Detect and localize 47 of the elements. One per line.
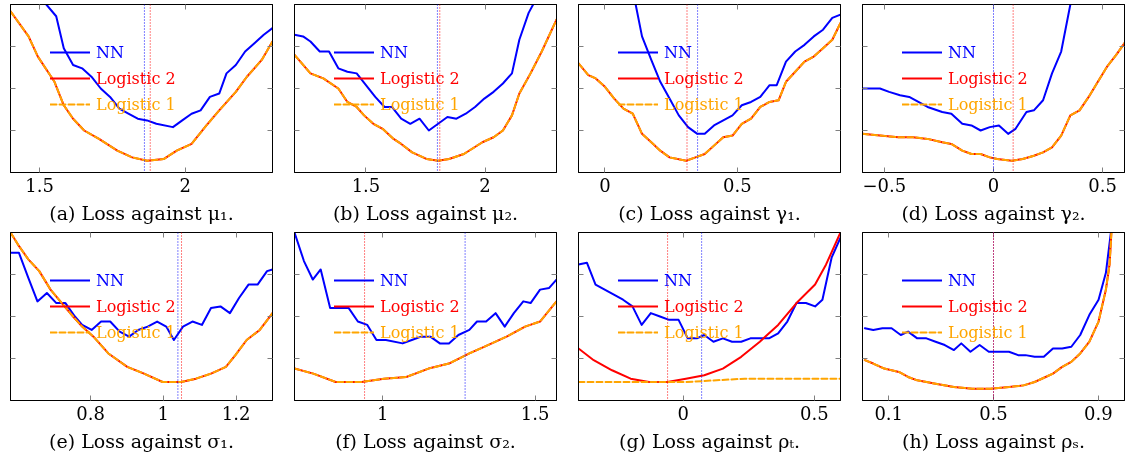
text: (b) Loss against μ₂. bbox=[332, 201, 519, 224]
x-tick-label: 2 bbox=[479, 174, 491, 196]
x-tick-label: 0.5 bbox=[1088, 174, 1117, 196]
x-tick-label: 0.1 bbox=[874, 402, 904, 424]
legend-label: Logistic 2 bbox=[380, 68, 460, 88]
x-tick-label: 1.5 bbox=[520, 402, 550, 424]
x-tick-label: 0.5 bbox=[722, 174, 752, 196]
legend-label: Logistic 1 bbox=[948, 322, 1028, 342]
legend-label: NN bbox=[948, 42, 976, 62]
x-tick-label: 2 bbox=[179, 174, 191, 196]
legend-label: NN bbox=[380, 270, 408, 290]
legend-label: Logistic 2 bbox=[380, 296, 460, 316]
legend-label: Logistic 1 bbox=[380, 322, 460, 342]
x-tick-label: 0.5 bbox=[979, 402, 1008, 424]
x-tick-label: 1 bbox=[377, 402, 389, 424]
x-tick-label: 0 bbox=[599, 174, 611, 196]
x-tick-label: −0.5 bbox=[862, 174, 907, 196]
x-tick-label: 0.5 bbox=[799, 402, 829, 424]
x-tick-label: 0.8 bbox=[76, 402, 105, 424]
text: (c) Loss against γ₁. bbox=[618, 201, 801, 224]
legend-label: NN bbox=[96, 270, 124, 290]
legend-label: Logistic 2 bbox=[96, 296, 176, 316]
text: (d) Loss against γ₂. bbox=[901, 201, 1086, 224]
text: (e) Loss against σ₁. bbox=[49, 429, 234, 452]
text: (f) Loss against σ₂. bbox=[335, 429, 516, 452]
legend-label: Logistic 2 bbox=[664, 68, 744, 88]
legend-label: NN bbox=[664, 270, 692, 290]
legend-label: Logistic 2 bbox=[96, 68, 176, 88]
text: (g) Loss against ρₜ. bbox=[618, 429, 801, 452]
legend-label: NN bbox=[380, 42, 408, 62]
legend-label: Logistic 1 bbox=[948, 94, 1028, 114]
legend-label: Logistic 1 bbox=[380, 94, 460, 114]
x-tick-label: 0 bbox=[677, 402, 690, 424]
x-tick-label: 1 bbox=[157, 402, 170, 424]
x-tick-label: 0.9 bbox=[1083, 402, 1113, 424]
text: (h) Loss against ρₛ. bbox=[902, 429, 1085, 452]
x-tick-label: 1.5 bbox=[25, 174, 54, 196]
legend-label: Logistic 2 bbox=[948, 68, 1028, 88]
x-tick-label: 1.5 bbox=[351, 174, 381, 196]
x-tick-label: 0 bbox=[987, 174, 1000, 196]
x-tick-label: 1.2 bbox=[221, 402, 251, 424]
legend-label: NN bbox=[96, 42, 124, 62]
legend-label: Logistic 2 bbox=[948, 296, 1028, 316]
legend-label: Logistic 2 bbox=[664, 296, 744, 316]
text: (a) Loss against μ₁. bbox=[49, 201, 234, 224]
legend-label: NN bbox=[948, 270, 976, 290]
legend-label: NN bbox=[664, 42, 692, 62]
